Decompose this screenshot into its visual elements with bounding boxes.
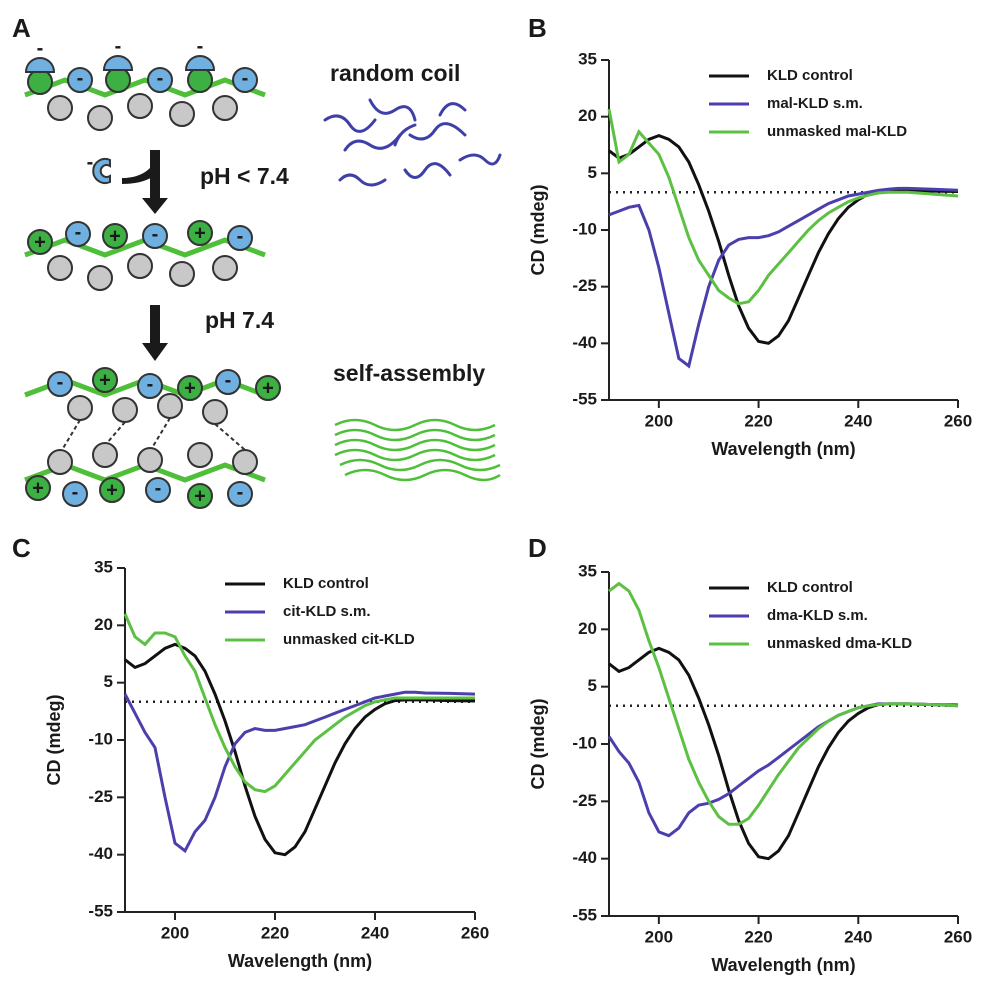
charge-sign: + <box>99 369 111 391</box>
y-tick-label: -55 <box>88 901 113 920</box>
x-axis-label: Wavelength (nm) <box>711 955 855 975</box>
random-coil-label: random coil <box>330 60 460 86</box>
x-tick-label: 260 <box>944 927 972 946</box>
x-axis-label: Wavelength (nm) <box>228 951 372 971</box>
hydrogen-bond <box>61 417 246 451</box>
y-tick-label: -25 <box>572 276 597 295</box>
y-tick-label: 35 <box>578 561 597 580</box>
legend-label: cit-KLD s.m. <box>283 603 371 620</box>
y-tick-label: -55 <box>572 389 597 408</box>
x-tick-label: 260 <box>461 923 489 942</box>
y-tick-label: 35 <box>578 49 597 68</box>
charge-sign: - <box>237 481 244 503</box>
charge-sign: - <box>197 35 204 57</box>
charge-sign: + <box>34 231 46 253</box>
charge-sign: + <box>194 222 206 244</box>
self-assembly-label: self-assembly <box>333 360 485 386</box>
y-tick-label: 20 <box>578 106 597 125</box>
charge-sign: - <box>225 369 232 391</box>
x-tick-label: 200 <box>645 411 673 430</box>
series-line <box>123 690 476 854</box>
schematic: A random coil pH < 7.4 pH 7.4 self-assem… <box>12 13 502 509</box>
acid-step-label: pH < 7.4 <box>200 163 289 189</box>
y-tick-label: -25 <box>572 791 597 810</box>
charge-sign: - <box>57 371 64 393</box>
neutral-step-label: pH 7.4 <box>205 307 274 333</box>
charge-sign: - <box>115 35 122 57</box>
y-tick-label: -10 <box>572 733 597 752</box>
charge-sign: - <box>75 221 82 243</box>
charge-sign: + <box>194 485 206 507</box>
panel-label: D <box>528 533 547 563</box>
y-axis-label: CD (mdeg) <box>44 695 64 786</box>
side-chain <box>47 93 258 475</box>
charge-sign: + <box>184 377 196 399</box>
charge-sign: - <box>155 477 162 499</box>
charge-sign: + <box>109 225 121 247</box>
legend-label: dma-KLD s.m. <box>767 607 868 624</box>
x-tick-label: 240 <box>361 923 389 942</box>
charge-sign: - <box>72 481 79 503</box>
y-tick-label: 20 <box>94 615 113 634</box>
legend-label: KLD control <box>767 67 853 84</box>
x-tick-label: 220 <box>744 927 772 946</box>
series-line <box>123 613 475 794</box>
y-tick-label: -40 <box>572 333 597 352</box>
arrow <box>122 150 168 361</box>
chart: B -55 -40 -25 -10 5 20 35 200 220 240 260 Wavelength… <box>528 13 972 459</box>
series-line <box>608 581 959 826</box>
charge-sign: - <box>152 223 159 245</box>
charge-sign: - <box>237 225 244 247</box>
charge-sign: + <box>262 377 274 399</box>
panel-label: B <box>528 13 547 43</box>
y-axis-label: CD (mdeg) <box>528 185 548 276</box>
y-tick-label: -40 <box>572 848 597 867</box>
legend-label: KLD control <box>283 575 369 592</box>
x-tick-label: 220 <box>744 411 772 430</box>
charge-sign: - <box>37 37 44 59</box>
series-line <box>124 642 476 857</box>
y-axis-label: CD (mdeg) <box>528 699 548 790</box>
legend-label: unmasked dma-KLD <box>767 635 912 652</box>
x-tick-label: 200 <box>645 927 673 946</box>
legend-label: unmasked cit-KLD <box>283 631 415 648</box>
charge-sign: + <box>106 479 118 501</box>
x-tick-label: 200 <box>161 923 189 942</box>
chart: D -55 -40 -25 -10 5 20 35 200 220 240 260 Wavelength… <box>528 533 972 975</box>
charge-sign: + <box>32 477 44 499</box>
y-tick-label: -40 <box>88 844 113 863</box>
y-tick-label: -10 <box>88 729 113 748</box>
legend-label: unmasked mal-KLD <box>767 123 907 140</box>
panel-label: C <box>12 533 31 563</box>
coil-drawing <box>323 98 502 187</box>
charge-sign: - <box>87 151 94 173</box>
fibril-drawing <box>334 418 501 482</box>
y-tick-label: -25 <box>88 787 113 806</box>
legend-label: mal-KLD s.m. <box>767 95 863 112</box>
y-tick-label: 5 <box>588 676 597 695</box>
panel-label: A <box>12 13 31 43</box>
charge-sign: - <box>147 373 154 395</box>
x-tick-label: 240 <box>844 927 872 946</box>
x-tick-label: 240 <box>844 411 872 430</box>
y-tick-label: 5 <box>104 672 113 691</box>
charge-sign: - <box>242 67 249 89</box>
legend-label: KLD control <box>767 579 853 596</box>
series-line <box>607 108 959 306</box>
y-tick-label: -10 <box>572 219 597 238</box>
y-tick-label: 20 <box>578 619 597 638</box>
x-tick-label: 220 <box>261 923 289 942</box>
series-line <box>608 186 959 369</box>
charge-sign: - <box>157 67 164 89</box>
y-tick-label: -55 <box>572 905 597 924</box>
x-tick-label: 260 <box>944 411 972 430</box>
x-axis-label: Wavelength (nm) <box>711 439 855 459</box>
charge-sign: - <box>77 67 84 89</box>
series-line <box>608 133 959 345</box>
charges <box>24 55 281 509</box>
y-tick-label: 5 <box>588 163 597 182</box>
y-tick-label: 35 <box>94 557 113 576</box>
chart: C -55 -40 -25 -10 5 20 35 200 220 240 260 Wavelength… <box>12 533 489 971</box>
